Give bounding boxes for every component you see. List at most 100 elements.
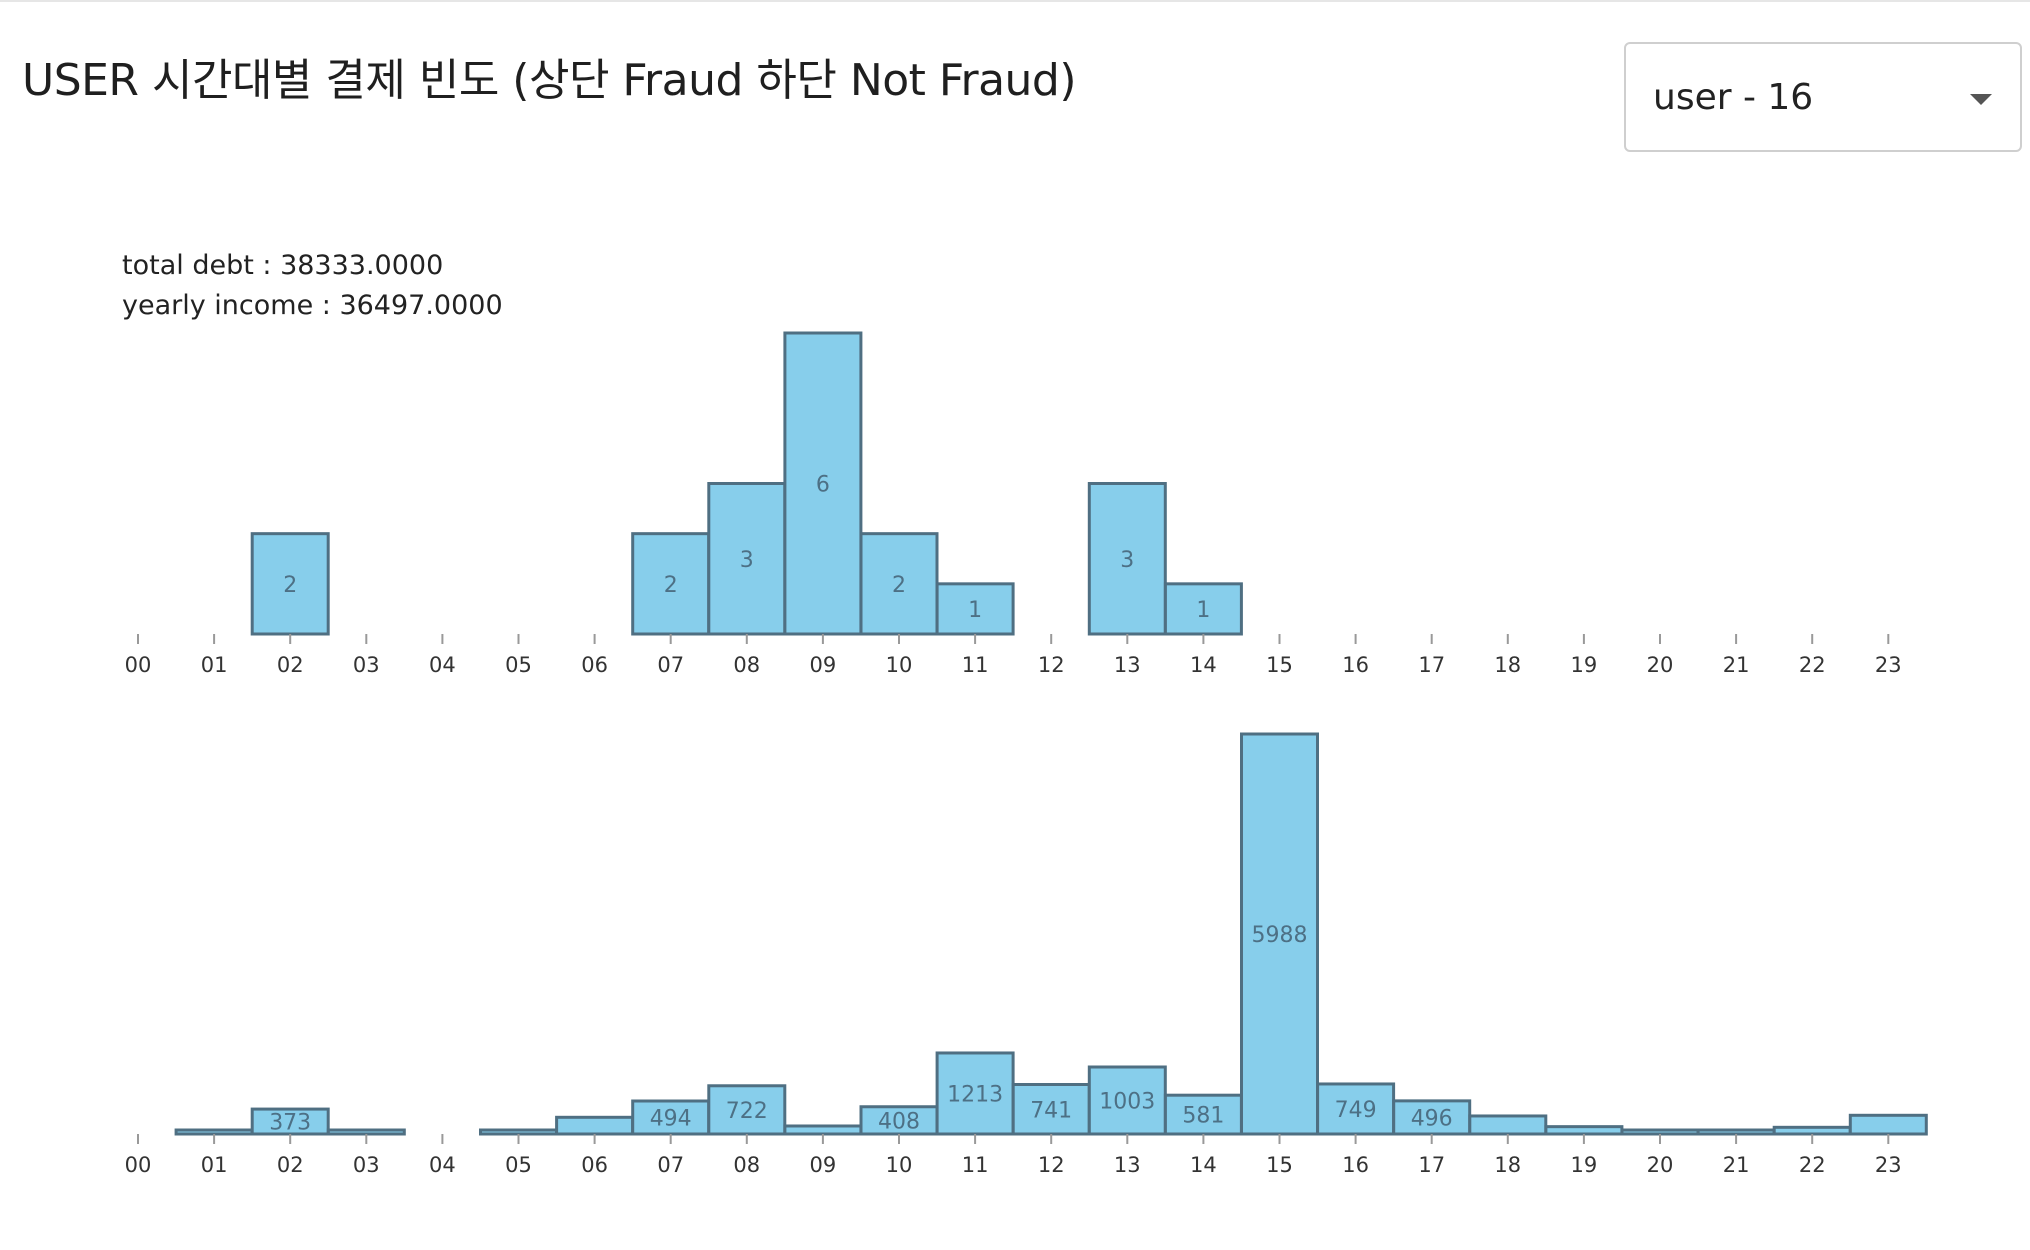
x-tick-label-00: 00 xyxy=(125,653,152,677)
x-tick-label-04: 04 xyxy=(429,653,456,677)
x-tick-label-22: 22 xyxy=(1799,653,1826,677)
x-tick-label-09: 09 xyxy=(810,1153,837,1177)
x-tick-label-11: 11 xyxy=(962,653,989,677)
bar-09 xyxy=(783,331,863,636)
total-debt-label: total debt : xyxy=(122,250,281,281)
bar-label-16: 749 xyxy=(1335,1098,1377,1123)
x-tick-label-15: 15 xyxy=(1266,1153,1293,1177)
x-tick-label-12: 12 xyxy=(1038,653,1065,677)
x-tick-label-21: 21 xyxy=(1723,653,1750,677)
total-debt-line: total debt : 38333.0000 xyxy=(122,250,443,281)
bar-23 xyxy=(1848,1113,1928,1136)
x-tick-label-17: 17 xyxy=(1418,1153,1445,1177)
user-select-value: user - 16 xyxy=(1653,77,1814,118)
x-tick-label-23: 23 xyxy=(1875,1153,1902,1177)
x-tick-label-20: 20 xyxy=(1647,653,1674,677)
x-tick-label-00: 00 xyxy=(125,1153,152,1177)
x-tick-label-10: 10 xyxy=(886,653,913,677)
bar-label-10: 408 xyxy=(878,1109,920,1134)
page-title: USER 시간대별 결제 빈도 (상단 Fraud 하단 Not Fraud) xyxy=(22,55,1077,106)
x-tick-label-03: 03 xyxy=(353,653,380,677)
bar-label-17: 496 xyxy=(1411,1106,1453,1131)
bar-13 xyxy=(1087,482,1167,636)
bar-20 xyxy=(1620,1128,1700,1136)
x-tick-label-04: 04 xyxy=(429,1153,456,1177)
bar-11 xyxy=(935,582,1015,636)
x-tick-label-13: 13 xyxy=(1114,1153,1141,1177)
x-tick-label-22: 22 xyxy=(1799,1153,1826,1177)
x-tick-label-05: 05 xyxy=(505,653,532,677)
bar-label-15: 5988 xyxy=(1252,923,1308,948)
x-tick-label-09: 09 xyxy=(810,653,837,677)
x-tick-label-08: 08 xyxy=(733,653,760,677)
x-tick-label-14: 14 xyxy=(1190,1153,1217,1177)
bar-19 xyxy=(1544,1125,1624,1136)
bar-14 xyxy=(1163,582,1243,636)
bar-10 xyxy=(859,1105,939,1136)
x-tick-label-15: 15 xyxy=(1266,653,1293,677)
bar-13 xyxy=(1087,1065,1167,1136)
x-tick-label-16: 16 xyxy=(1342,653,1369,677)
bar-05 xyxy=(479,1128,558,1136)
x-tick-label-08: 08 xyxy=(733,1153,760,1177)
x-tick-label-02: 02 xyxy=(277,653,304,677)
bar-18 xyxy=(1468,1114,1548,1136)
bar-label-07: 494 xyxy=(650,1107,692,1132)
x-tick-label-01: 01 xyxy=(201,653,228,677)
x-tick-label-23: 23 xyxy=(1875,653,1902,677)
bar-17 xyxy=(1392,1099,1472,1136)
x-tick-label-18: 18 xyxy=(1494,1153,1521,1177)
bar-label-02: 2 xyxy=(283,573,297,598)
bar-label-11: 1 xyxy=(968,598,982,623)
x-tick-label-03: 03 xyxy=(353,1153,380,1177)
x-tick-label-19: 19 xyxy=(1571,1153,1598,1177)
bar-label-08: 722 xyxy=(726,1099,768,1124)
total-debt-value: 38333.0000 xyxy=(280,250,444,281)
x-tick-label-10: 10 xyxy=(886,1153,913,1177)
yearly-income-line: yearly income : 36497.0000 xyxy=(122,290,503,321)
bar-label-09: 6 xyxy=(816,473,830,498)
bar-10 xyxy=(859,532,939,636)
x-tick-label-01: 01 xyxy=(201,1153,228,1177)
x-tick-label-21: 21 xyxy=(1723,1153,1750,1177)
x-tick-label-18: 18 xyxy=(1494,653,1521,677)
bar-label-13: 1003 xyxy=(1099,1089,1155,1114)
x-tick-label-20: 20 xyxy=(1647,1153,1674,1177)
user-select[interactable]: user - 16 xyxy=(1624,42,2022,152)
yearly-income-label: yearly income : xyxy=(122,290,340,321)
bar-21 xyxy=(1696,1128,1776,1136)
x-tick-label-16: 16 xyxy=(1342,1153,1369,1177)
bar-label-08: 3 xyxy=(740,548,754,573)
x-tick-label-07: 07 xyxy=(657,1153,684,1177)
bar-11 xyxy=(935,1051,1015,1136)
bar-label-11: 1213 xyxy=(947,1082,1003,1107)
bar-label-13: 3 xyxy=(1120,548,1134,573)
yearly-income-value: 36497.0000 xyxy=(339,290,503,321)
bar-09 xyxy=(783,1124,863,1136)
x-tick-label-19: 19 xyxy=(1571,653,1598,677)
bar-06 xyxy=(555,1115,635,1136)
x-tick-label-06: 06 xyxy=(581,653,608,677)
x-tick-label-11: 11 xyxy=(962,1153,989,1177)
bar-label-10: 2 xyxy=(892,573,906,598)
x-tick-label-12: 12 xyxy=(1038,1153,1065,1177)
chevron-down-icon[interactable] xyxy=(1970,94,1992,105)
bar-01 xyxy=(174,1128,254,1136)
bar-label-12: 741 xyxy=(1030,1098,1072,1123)
x-tick-label-17: 17 xyxy=(1418,653,1445,677)
x-tick-label-14: 14 xyxy=(1190,653,1217,677)
x-tick-label-05: 05 xyxy=(505,1153,532,1177)
bar-label-02: 373 xyxy=(269,1111,311,1136)
bar-label-14: 581 xyxy=(1182,1104,1224,1129)
x-tick-label-13: 13 xyxy=(1114,653,1141,677)
bar-22 xyxy=(1772,1125,1852,1136)
bar-03 xyxy=(326,1128,406,1136)
x-tick-label-02: 02 xyxy=(277,1153,304,1177)
bar-label-07: 2 xyxy=(664,573,678,598)
bar-label-14: 1 xyxy=(1196,598,1210,623)
x-tick-label-07: 07 xyxy=(657,653,684,677)
x-tick-label-06: 06 xyxy=(581,1153,608,1177)
